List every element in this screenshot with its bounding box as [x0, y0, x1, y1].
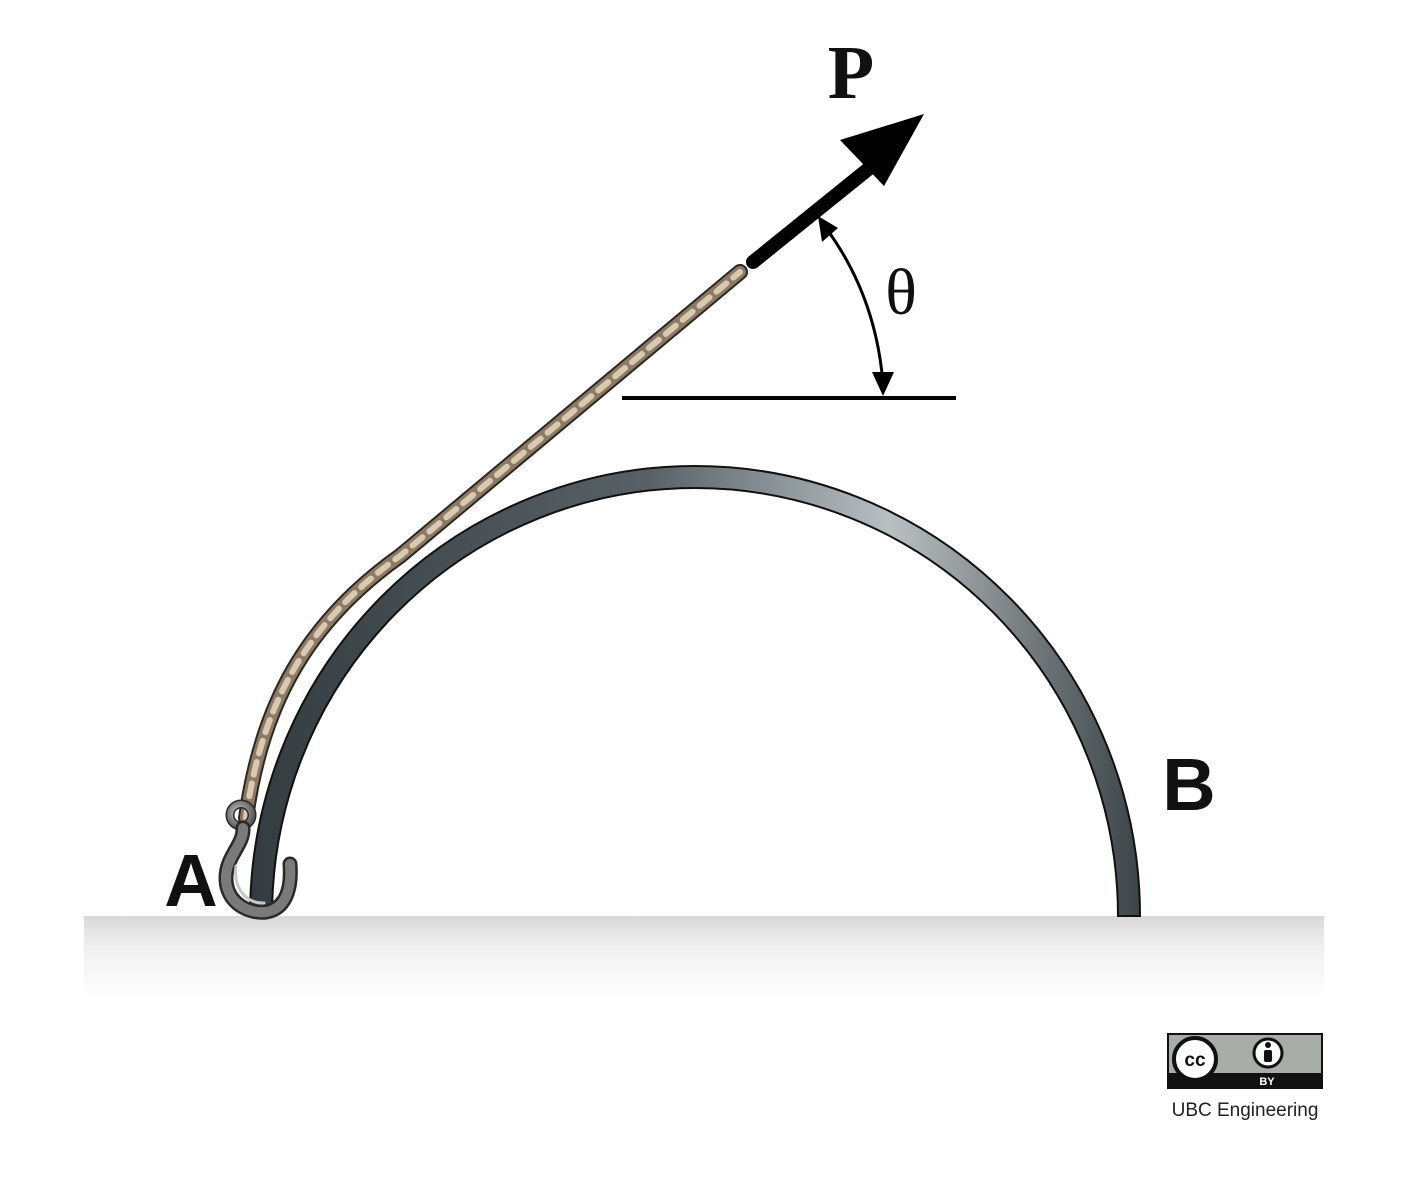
point-a-label: A: [164, 839, 217, 922]
attribution-person-icon: [1252, 1037, 1284, 1069]
license-by-text: BY: [1259, 1076, 1275, 1088]
semicircular-arch: [248, 465, 1142, 917]
cc-icon: cc: [1172, 1036, 1218, 1082]
hook-icon: [218, 799, 298, 920]
angle-arc: [818, 216, 894, 396]
force-label: P: [828, 31, 874, 115]
force-arrow: [746, 114, 924, 269]
svg-text:cc: cc: [1184, 1050, 1206, 1071]
credit-text: UBC Engineering: [1172, 1100, 1319, 1121]
rope: [238, 264, 748, 826]
angle-label: θ: [885, 256, 917, 329]
point-b-label: B: [1162, 743, 1215, 826]
cc-by-license-badge: cc BY: [1167, 1033, 1323, 1089]
ground: [84, 916, 1324, 1000]
